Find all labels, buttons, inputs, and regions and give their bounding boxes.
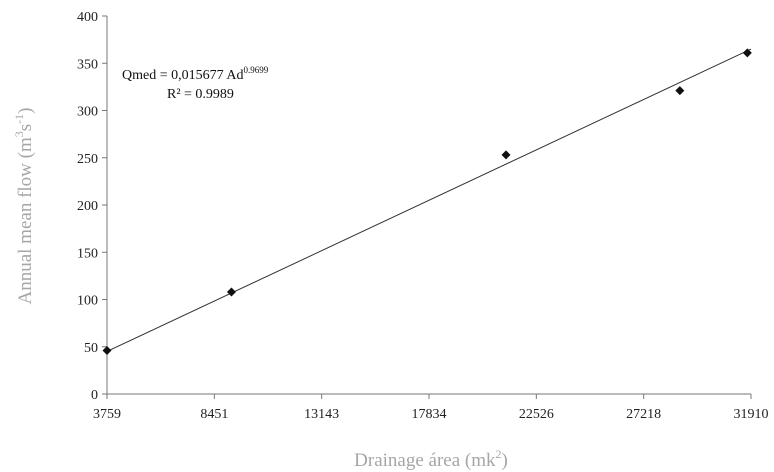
y-tick-label: 200	[77, 199, 98, 214]
x-tick-label: 22526	[519, 407, 554, 422]
data-point	[501, 150, 511, 160]
y-tick-label: 0	[91, 388, 98, 403]
data-point	[226, 287, 236, 297]
data-points	[102, 48, 752, 356]
y-tick-label: 350	[77, 57, 98, 72]
data-point	[102, 346, 112, 356]
y-tick-label: 50	[84, 341, 98, 356]
r-squared-label: R² = 0.9989	[167, 87, 234, 102]
x-axis-title: Drainage área (mk2)	[354, 447, 508, 471]
y-tick-label: 250	[77, 152, 98, 167]
data-point	[742, 48, 752, 58]
x-tick-label: 27218	[626, 407, 661, 422]
y-tick-label: 400	[77, 10, 98, 25]
y-tick-label: 300	[77, 105, 98, 120]
x-tick-label: 13143	[304, 407, 339, 422]
y-tick-label: 150	[77, 246, 98, 261]
equation-label: Qmed = 0,015677 Ad0.9699	[122, 65, 269, 83]
trendline	[106, 48, 752, 352]
y-axis-title: Annual mean flow (m3s-1)	[12, 108, 36, 305]
x-ticks: 3759 8451 13143 17834 22526 27218 31910	[93, 394, 769, 422]
y-tick-label: 100	[77, 294, 98, 309]
data-point	[675, 86, 685, 96]
y-ticks: 0 50 100 150 200 250 300 350 400	[77, 10, 107, 403]
x-tick-label: 3759	[93, 407, 121, 422]
regression-annotation: Qmed = 0,015677 Ad0.9699 R² = 0.9989	[122, 65, 269, 102]
x-tick-label: 31910	[734, 407, 769, 422]
x-tick-label: 17834	[411, 407, 446, 422]
x-tick-label: 8451	[200, 407, 228, 422]
